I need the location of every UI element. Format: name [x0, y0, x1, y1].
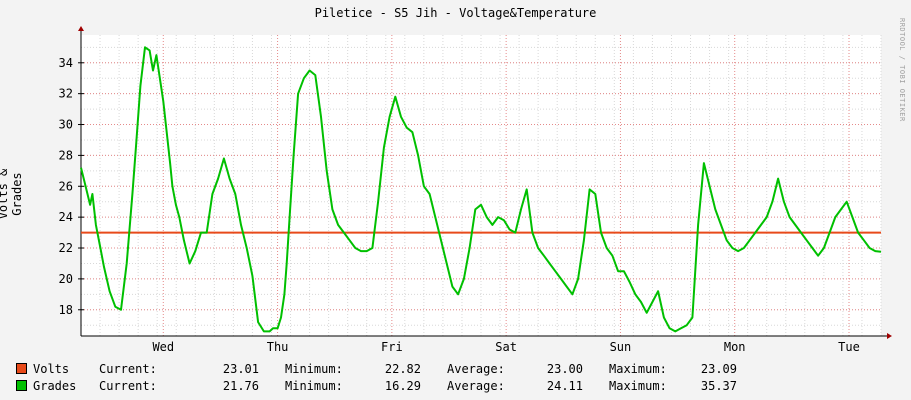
legend-average-label: Average:: [447, 361, 505, 376]
y-tick-label: 24: [59, 210, 73, 224]
y-tick-label: 26: [59, 179, 73, 193]
x-tick-label: Tue: [838, 340, 860, 354]
legend-current-label: Current:: [99, 378, 157, 393]
y-axis-arrow: [78, 26, 84, 31]
legend: Volts Current: 23.01 Minimum: 22.82 Aver…: [16, 360, 737, 394]
legend-average-value: 23.00: [546, 361, 583, 376]
legend-maximum-label: Maximum:: [609, 361, 667, 376]
x-tick-label: Wed: [152, 340, 174, 354]
y-tick-label: 20: [59, 272, 73, 286]
legend-series-name: Volts: [33, 361, 70, 376]
y-tick-label: 28: [59, 148, 73, 162]
legend-series-name: Grades: [33, 378, 77, 393]
legend-current-value: 21.76: [222, 378, 259, 393]
legend-row-grades: Grades Current: 21.76 Minimum: 16.29 Ave…: [16, 377, 737, 394]
y-tick-label: 32: [59, 87, 73, 101]
legend-average-value: 24.11: [546, 378, 583, 393]
tick-labels: Wed Thu Fri Sat Sun Mon Tue 18 20 22 24 26 28 30 32 34: [59, 56, 860, 354]
legend-minimum-label: Minimum:: [285, 378, 343, 393]
legend-current-label: Current:: [99, 361, 157, 376]
x-tick-label: Sat: [495, 340, 517, 354]
rrdtool-watermark: RRDTOOL / TOBI OETIKER: [898, 18, 906, 122]
y-axis-label: Volts & Grades: [0, 169, 24, 220]
axes: [78, 26, 892, 339]
legend-row-volts: Volts Current: 23.01 Minimum: 22.82 Aver…: [16, 360, 737, 377]
y-tick-label: 34: [59, 56, 73, 70]
y-tick-label: 22: [59, 241, 73, 255]
grid: [80, 35, 882, 336]
x-tick-label: Sun: [610, 340, 632, 354]
x-tick-label: Mon: [724, 340, 746, 354]
legend-average-label: Average:: [447, 378, 505, 393]
x-tick-label: Fri: [381, 340, 403, 354]
legend-maximum-value: 35.37: [700, 378, 737, 393]
legend-maximum-value: 23.09: [700, 361, 737, 376]
series-line-grades: [80, 46, 882, 333]
series: [80, 46, 882, 333]
y-tick-label: 30: [59, 118, 73, 132]
x-tick-label: Thu: [267, 340, 289, 354]
chart-title: Piletice - S5 Jih - Voltage&Temperature: [314, 6, 597, 20]
legend-maximum-label: Maximum:: [609, 378, 667, 393]
legend-current-value: 23.01: [222, 361, 259, 376]
legend-swatch-grades: [16, 380, 27, 391]
legend-swatch-volts: [16, 363, 27, 374]
x-axis-arrow: [887, 333, 892, 339]
legend-minimum-value: 22.82: [384, 361, 421, 376]
y-tick-label: 18: [59, 303, 73, 317]
legend-minimum-label: Minimum:: [285, 361, 343, 376]
legend-minimum-value: 16.29: [384, 378, 421, 393]
